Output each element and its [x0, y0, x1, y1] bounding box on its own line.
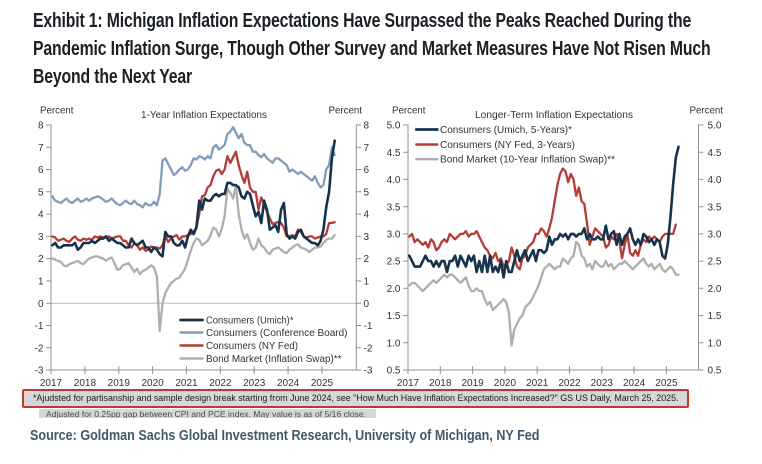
svg-text:2.0: 2.0 [387, 284, 401, 295]
svg-text:1.0: 1.0 [708, 338, 722, 349]
svg-text:2: 2 [364, 254, 370, 265]
svg-text:Bond Market (10-Year Inflation: Bond Market (10-Year Inflation Swap)** [440, 154, 615, 166]
svg-text:-1: -1 [364, 321, 373, 332]
svg-text:2022: 2022 [558, 378, 581, 389]
svg-text:2018: 2018 [74, 378, 97, 389]
svg-text:Consumers (Umich)*: Consumers (Umich)* [206, 315, 294, 327]
svg-text:3: 3 [38, 232, 44, 243]
svg-text:0: 0 [38, 299, 44, 310]
svg-text:2024: 2024 [623, 378, 646, 389]
svg-text:Longer-Term Inflation Expectat: Longer-Term Inflation Expectations [475, 110, 633, 121]
svg-text:-3: -3 [364, 366, 373, 377]
svg-text:5: 5 [364, 187, 370, 198]
svg-text:6: 6 [38, 165, 44, 176]
svg-text:2025: 2025 [655, 378, 678, 389]
svg-text:2020: 2020 [494, 378, 517, 389]
svg-text:Consumers (NY Fed, 3-Years): Consumers (NY Fed, 3-Years) [440, 139, 575, 151]
svg-text:0: 0 [364, 299, 370, 310]
svg-text:2.0: 2.0 [708, 284, 722, 295]
svg-text:-1: -1 [35, 321, 44, 332]
svg-text:2023: 2023 [591, 378, 614, 389]
svg-text:5: 5 [38, 187, 44, 198]
svg-text:4.0: 4.0 [387, 175, 401, 186]
svg-text:0.5: 0.5 [387, 366, 401, 377]
svg-text:2022: 2022 [209, 378, 232, 389]
svg-text:Percent: Percent [40, 106, 74, 117]
svg-text:4.5: 4.5 [387, 148, 401, 159]
svg-text:2.5: 2.5 [387, 257, 401, 268]
svg-text:3.5: 3.5 [387, 202, 401, 213]
svg-text:5.0: 5.0 [387, 121, 401, 132]
svg-text:2.5: 2.5 [708, 257, 722, 268]
svg-text:2017: 2017 [397, 378, 420, 389]
svg-text:7: 7 [364, 143, 370, 154]
svg-text:4.5: 4.5 [708, 148, 722, 159]
svg-text:2019: 2019 [108, 378, 131, 389]
svg-text:2018: 2018 [429, 378, 452, 389]
svg-text:4.0: 4.0 [708, 175, 722, 186]
svg-text:-3: -3 [35, 366, 44, 377]
svg-text:8: 8 [38, 121, 44, 132]
svg-text:2: 2 [38, 254, 44, 265]
svg-text:2021: 2021 [175, 378, 198, 389]
svg-text:Consumers (NY Fed): Consumers (NY Fed) [206, 340, 298, 352]
svg-text:2021: 2021 [526, 378, 549, 389]
svg-text:6: 6 [364, 165, 370, 176]
svg-text:2023: 2023 [243, 378, 266, 389]
svg-text:1: 1 [364, 277, 370, 288]
svg-text:1.0: 1.0 [387, 338, 401, 349]
svg-text:Consumers (Conference Board): Consumers (Conference Board) [206, 327, 348, 339]
svg-text:Consumers (Umich, 5-Years)*: Consumers (Umich, 5-Years)* [440, 124, 572, 136]
svg-text:2017: 2017 [40, 378, 63, 389]
svg-text:1-Year Inflation Expectations: 1-Year Inflation Expectations [141, 110, 267, 121]
svg-text:1.5: 1.5 [387, 311, 401, 322]
svg-text:1: 1 [38, 277, 44, 288]
svg-text:0.5: 0.5 [708, 366, 722, 377]
svg-text:Percent: Percent [392, 106, 426, 117]
svg-text:1.5: 1.5 [708, 311, 722, 322]
svg-text:3.0: 3.0 [387, 230, 401, 241]
svg-text:-2: -2 [35, 343, 44, 354]
svg-text:3.0: 3.0 [708, 230, 722, 241]
svg-text:4: 4 [38, 210, 44, 221]
svg-text:-2: -2 [364, 343, 373, 354]
svg-text:Percent: Percent [329, 106, 363, 117]
svg-text:5.0: 5.0 [708, 121, 722, 132]
svg-text:3: 3 [364, 232, 370, 243]
svg-text:2020: 2020 [141, 378, 164, 389]
svg-text:4: 4 [364, 210, 370, 221]
svg-text:Percent: Percent [690, 106, 724, 117]
svg-text:3.5: 3.5 [708, 202, 722, 213]
svg-text:Bond Market (Inflation Swap)**: Bond Market (Inflation Swap)** [206, 353, 342, 365]
svg-text:2019: 2019 [461, 378, 484, 389]
svg-text:2024: 2024 [277, 378, 300, 389]
svg-text:7: 7 [38, 143, 44, 154]
svg-text:8: 8 [364, 121, 370, 132]
svg-text:2025: 2025 [311, 378, 334, 389]
